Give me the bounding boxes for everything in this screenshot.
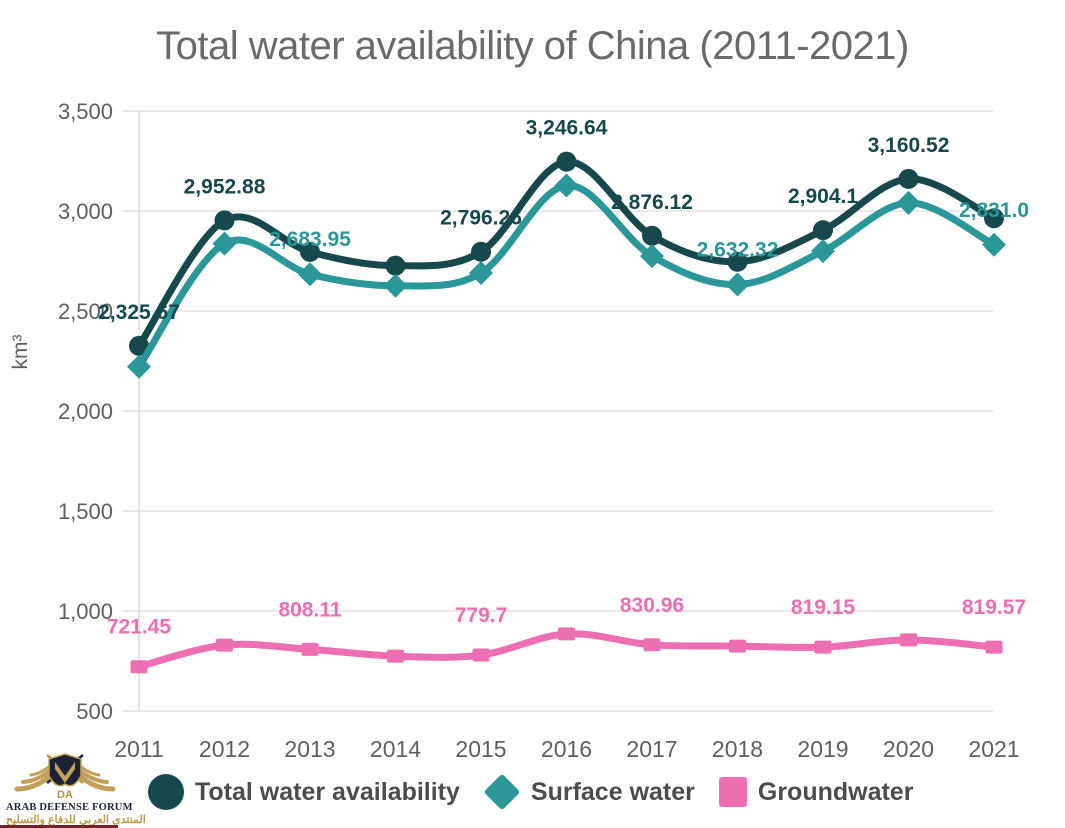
svg-text:2,831.0: 2,831.0	[959, 199, 1029, 222]
svg-text:2,904.1: 2,904.1	[788, 185, 858, 208]
svg-text:2,876.12: 2,876.12	[611, 191, 693, 214]
svg-text:500: 500	[76, 699, 113, 724]
svg-text:2015: 2015	[455, 736, 506, 762]
surface-series-swatch-icon	[483, 773, 521, 811]
logo-name-english: ARAB DEFENSE FORUM	[6, 802, 133, 813]
svg-text:2,683.95: 2,683.95	[269, 228, 351, 251]
legend-item-surface: Surface water	[483, 773, 695, 811]
logo-emblem-icon: DA	[14, 753, 116, 801]
svg-text:2012: 2012	[199, 736, 250, 762]
total-series-swatch-icon	[148, 774, 184, 810]
svg-text:2,952.88: 2,952.88	[184, 175, 266, 198]
svg-text:721.45: 721.45	[107, 616, 172, 639]
chart-legend: Total water availability Surface water G…	[148, 773, 914, 811]
svg-text:3,160.52: 3,160.52	[868, 134, 950, 157]
legend-item-groundwater: Groundwater	[718, 777, 914, 807]
logo-monogram: DA	[57, 789, 73, 800]
y-axis-unit-label: km³	[9, 335, 32, 370]
groundwater-series-swatch-icon	[718, 777, 747, 807]
svg-text:819.57: 819.57	[962, 596, 1026, 619]
svg-text:1,500: 1,500	[58, 499, 113, 524]
svg-text:2,632.32: 2,632.32	[697, 239, 779, 262]
svg-text:2019: 2019	[797, 736, 848, 762]
legend-label-surface: Surface water	[530, 777, 695, 806]
svg-text:2016: 2016	[541, 736, 592, 762]
legend-label-total: Total water availability	[195, 777, 460, 806]
svg-text:3,000: 3,000	[58, 199, 113, 224]
svg-text:2,325.67: 2,325.67	[98, 301, 180, 324]
chart-title: Total water availability of China (2011-…	[156, 24, 909, 68]
svg-text:2011: 2011	[114, 736, 163, 762]
svg-text:3,246.64: 3,246.64	[526, 117, 608, 140]
legend-item-total: Total water availability	[148, 774, 460, 810]
logo-rule	[0, 825, 118, 828]
svg-text:819.15: 819.15	[791, 596, 856, 619]
svg-text:2018: 2018	[712, 736, 763, 762]
svg-text:808.11: 808.11	[278, 598, 341, 621]
svg-text:2,500: 2,500	[58, 299, 113, 324]
svg-text:2,796.26: 2,796.26	[440, 207, 522, 230]
svg-text:1,000: 1,000	[58, 599, 113, 624]
svg-text:2017: 2017	[626, 736, 677, 762]
svg-text:779.7: 779.7	[455, 604, 508, 627]
logo-name-arabic: المنتدى العربي للدفاع والتسليح	[6, 814, 146, 826]
svg-text:830.96: 830.96	[620, 594, 684, 617]
svg-text:2021: 2021	[968, 736, 1019, 762]
svg-text:2014: 2014	[370, 736, 421, 762]
svg-text:2013: 2013	[284, 736, 335, 762]
watermark-logo: DA ARAB DEFENSE FORUM المنتدى العربي للد…	[0, 752, 146, 828]
svg-text:3,500: 3,500	[58, 99, 113, 124]
legend-label-groundwater: Groundwater	[757, 777, 914, 806]
svg-text:2020: 2020	[883, 736, 934, 762]
svg-text:2,000: 2,000	[58, 399, 113, 424]
